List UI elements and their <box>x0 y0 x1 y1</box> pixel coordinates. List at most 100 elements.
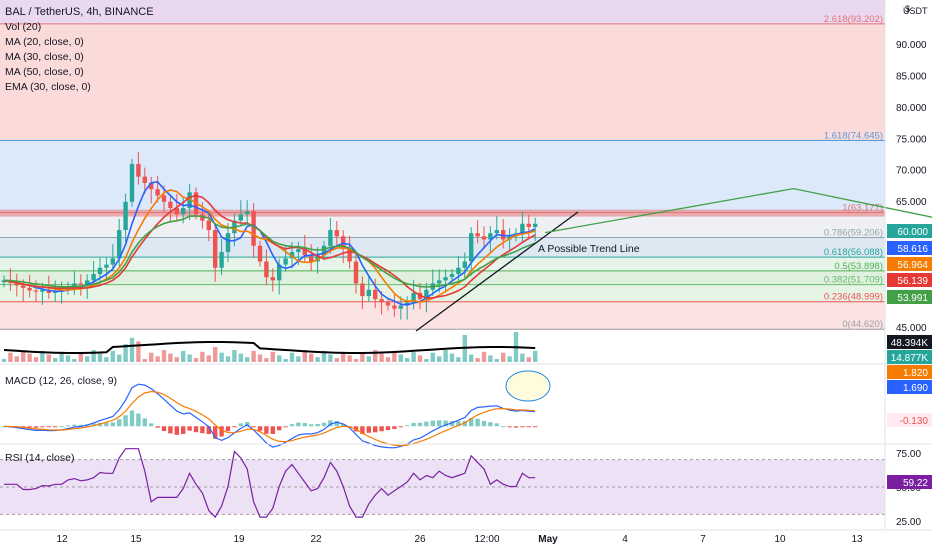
macd-hist-bar <box>494 423 499 427</box>
candle-body <box>309 255 314 262</box>
volume-bar <box>334 358 339 362</box>
rsi-tick-label: 75.00 <box>896 449 921 460</box>
candle-body <box>347 248 352 262</box>
projection-path <box>544 187 932 234</box>
time-tick-label: 12 <box>56 534 68 545</box>
candle-body <box>72 283 77 287</box>
volume-bar <box>72 359 77 362</box>
ma30-line <box>3 189 536 303</box>
candle-body <box>14 282 19 286</box>
fib-zone <box>0 301 885 330</box>
fib-label: 0.5(53.898) <box>834 261 883 272</box>
candle-body <box>315 255 320 262</box>
volume-bar <box>245 357 250 362</box>
volume-bar <box>270 351 275 362</box>
candle-body <box>302 248 307 256</box>
legend-item-vol[interactable]: Vol (20) <box>5 21 42 33</box>
fib-zone <box>0 140 885 213</box>
macd-hist-bar <box>123 415 128 427</box>
macd-hist-bar <box>289 424 295 427</box>
volume-bar <box>456 357 461 362</box>
candle-body <box>488 233 493 240</box>
macd-hist-bar <box>513 426 519 428</box>
volume-bar <box>97 353 103 362</box>
candle-body <box>46 289 51 293</box>
candle-body <box>33 290 39 292</box>
macd-hist-bar <box>456 421 461 427</box>
volume-bar <box>437 356 442 362</box>
candle-body <box>219 252 224 268</box>
time-tick-label: 13 <box>851 534 863 545</box>
volume-bar <box>507 356 512 362</box>
candle-body <box>411 292 416 303</box>
time-tick-label: 10 <box>774 534 786 545</box>
candle-body <box>104 264 109 268</box>
price-label: 53.991 <box>897 293 928 304</box>
legend-item-ma50[interactable]: MA (50, close, 0) <box>5 66 84 78</box>
candle-body <box>161 195 167 202</box>
fib-label: 0.382(51.709) <box>824 275 883 286</box>
candle-body <box>469 233 474 262</box>
rsi-pane-title[interactable]: RSI (14, close) <box>5 452 75 464</box>
volume-bar <box>385 357 391 362</box>
time-tick-label: 15 <box>130 534 142 545</box>
fib-zones: 0(44.620) 0.236(48.999) 0.382(51.709) 0.5(5… <box>0 0 885 330</box>
macd-hist-bar <box>392 426 397 429</box>
time-tick-label: 22 <box>310 534 322 545</box>
candle-body <box>398 305 403 309</box>
volume-label-bg <box>887 335 932 349</box>
candle-body <box>187 192 192 209</box>
macd-hist-bar <box>174 426 179 435</box>
macd-hist-bar <box>110 422 115 427</box>
macd-hist-bar <box>277 426 282 431</box>
candle-body <box>136 164 141 177</box>
candle-body <box>142 176 147 183</box>
volume-bar <box>21 350 26 362</box>
volume-bar <box>110 350 115 362</box>
macd-pane-title[interactable]: MACD (12, 26, close, 9) <box>5 375 118 387</box>
macd-hist-bar <box>225 426 231 432</box>
macd-hist-bar <box>40 426 45 428</box>
price-label-bg <box>887 257 932 271</box>
volume-bar <box>379 353 384 362</box>
volume-bar <box>33 357 39 362</box>
symbol-title[interactable]: BAL / TetherUS, 4h, BINANCE <box>5 6 154 18</box>
candle-body <box>533 223 538 227</box>
candle-body <box>296 248 301 253</box>
volume-label: 14.877K <box>891 353 929 364</box>
price-tick-label: 45.000 <box>896 323 927 334</box>
volume-bar <box>360 352 365 362</box>
legend-item-ema30[interactable]: EMA (30, close, 0) <box>5 81 91 93</box>
fib-label: 0.236(48.999) <box>824 292 883 303</box>
volume-bar <box>494 359 499 362</box>
macd-hist-bar <box>219 426 224 437</box>
legend-item-ma30[interactable]: MA (30, close, 0) <box>5 51 84 63</box>
macd-hist-bar <box>334 421 339 427</box>
volume-bar <box>283 359 288 362</box>
candle-body <box>123 201 128 231</box>
volume-bar <box>129 337 135 362</box>
macd-hist-bar <box>46 426 51 428</box>
macd-hist-bar <box>53 426 58 428</box>
volume-bar <box>238 353 243 362</box>
price-label: 56.139 <box>897 276 928 287</box>
volume-bar <box>174 357 179 362</box>
legend-item-ma20[interactable]: MA (20, close, 0) <box>5 36 84 48</box>
macd-hist-bar <box>488 422 493 427</box>
macd-hist-bar <box>251 426 256 428</box>
volume-bar <box>405 358 410 362</box>
macd-hist-bar <box>469 418 474 427</box>
macd-hist-bar <box>430 420 435 427</box>
candle-body <box>40 289 45 292</box>
candle-body <box>174 208 179 215</box>
macd-hist-bar <box>501 426 506 428</box>
candle-body <box>443 277 448 281</box>
candle-body <box>283 258 288 265</box>
volume-bar <box>341 351 346 362</box>
volume-bar <box>309 353 314 362</box>
volume-bar <box>27 353 32 362</box>
volume-bar <box>85 356 90 362</box>
candle-body <box>373 289 378 300</box>
